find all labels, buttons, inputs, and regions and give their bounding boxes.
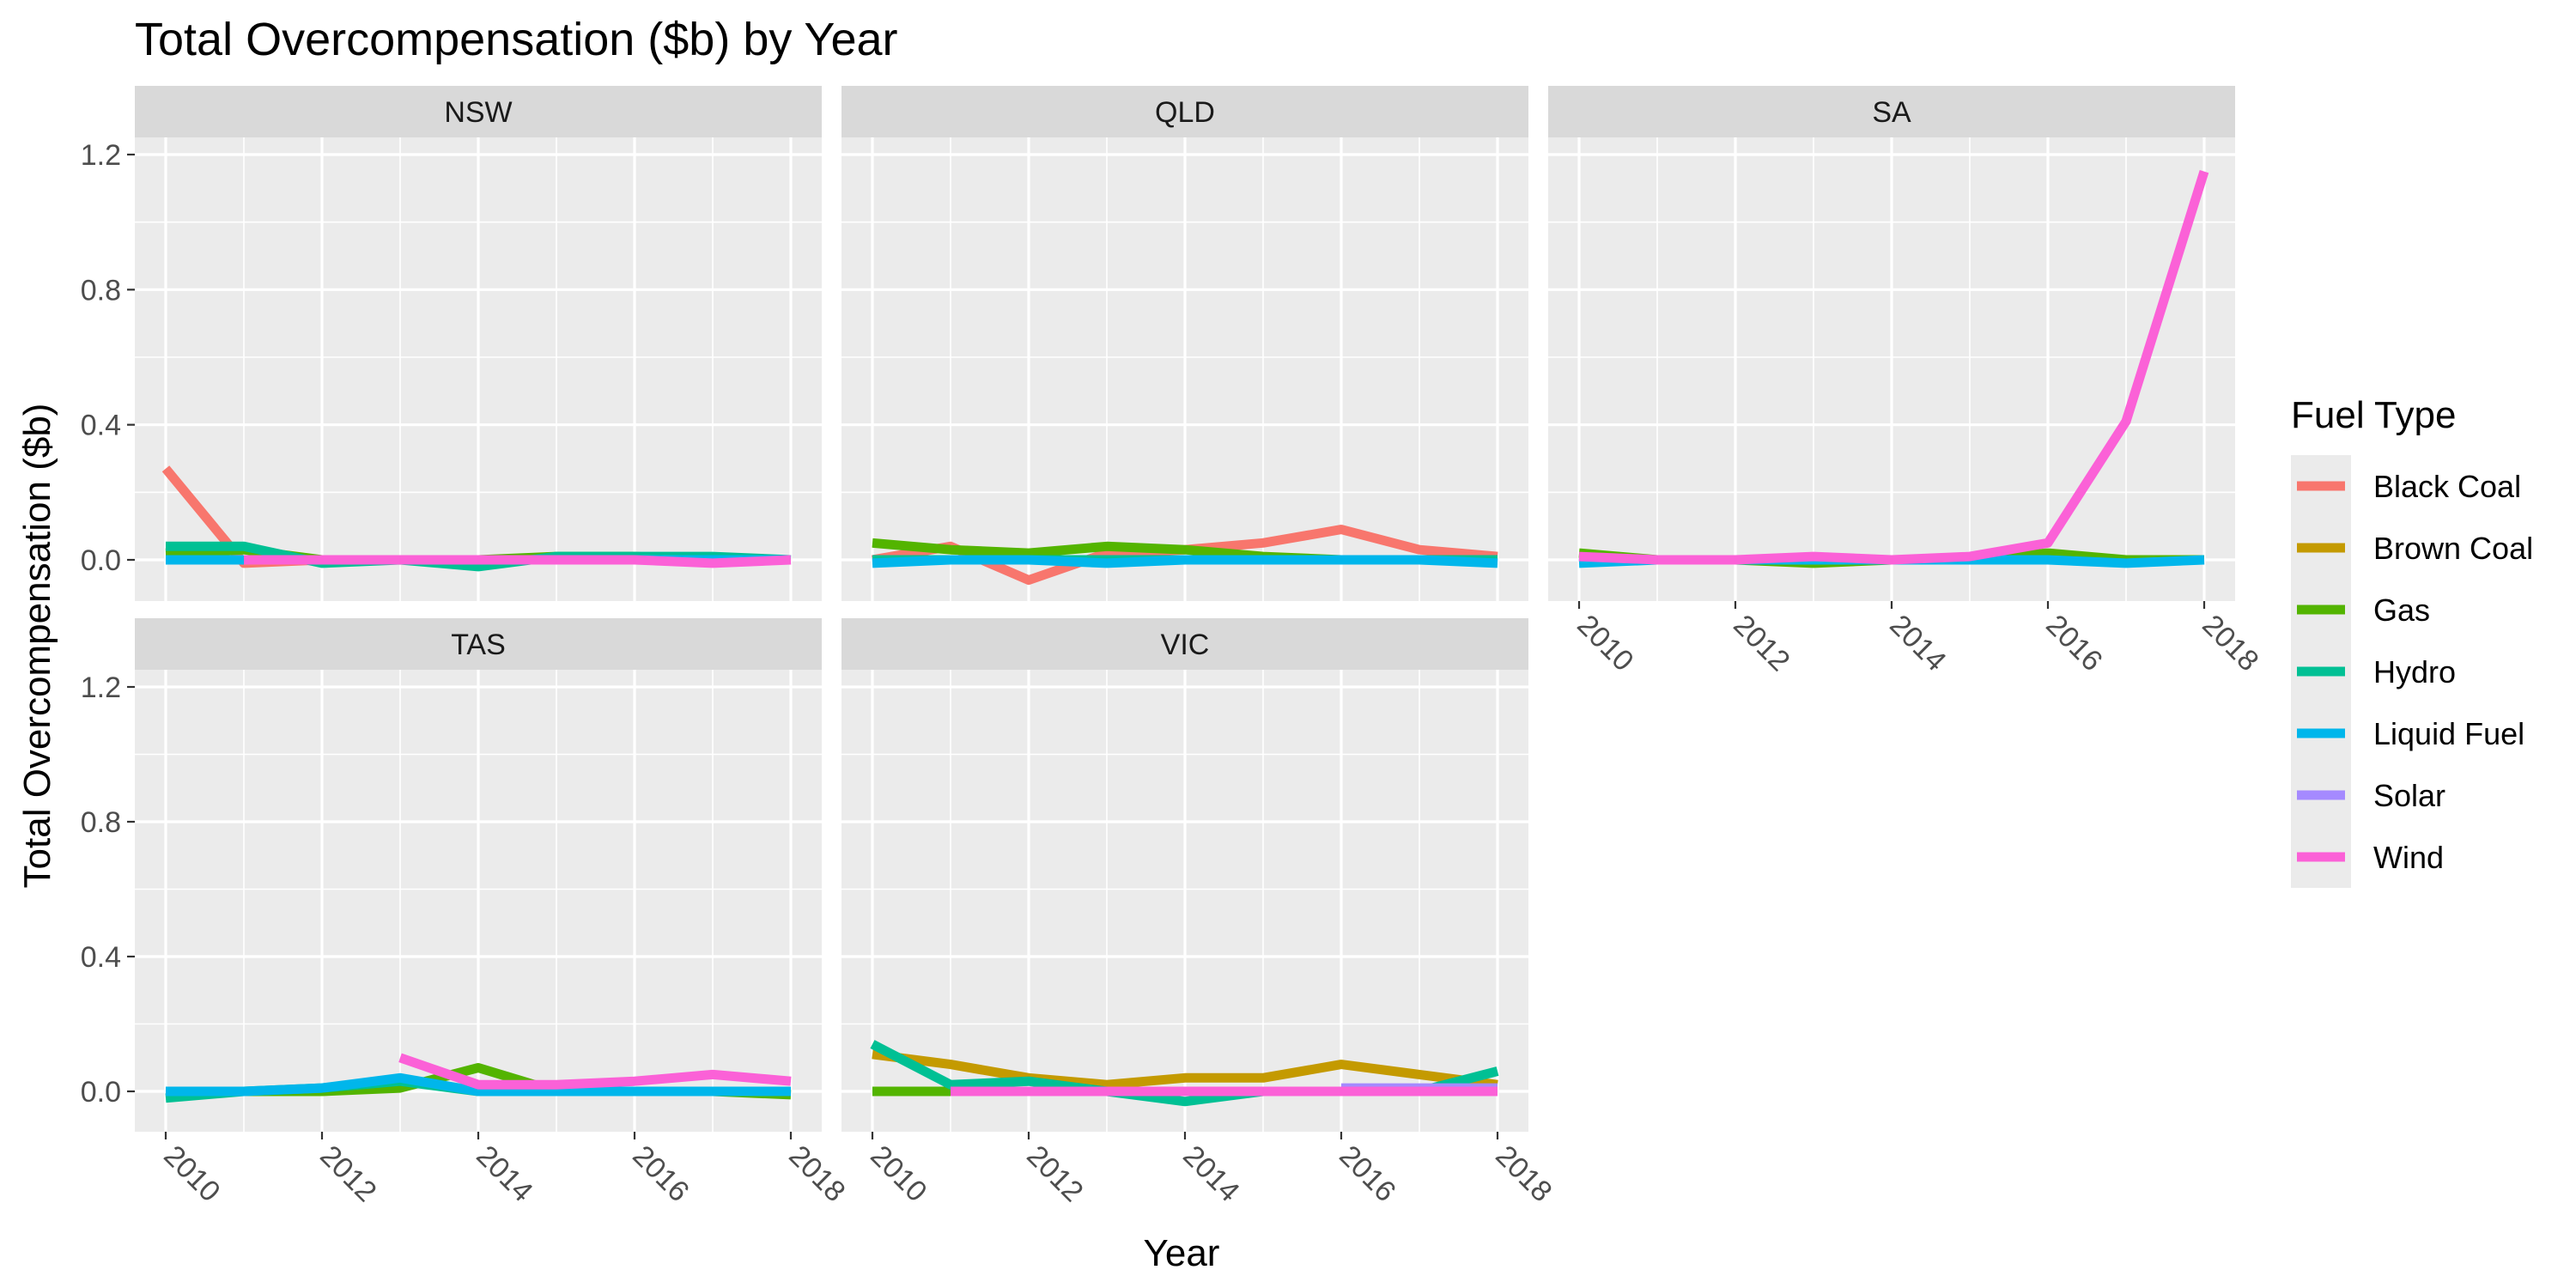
y-axis-title: Total Overcompensation ($b) <box>16 404 58 889</box>
x-tick-label: 2014 <box>1176 1139 1245 1208</box>
series-line-liquid-fuel <box>872 555 1498 568</box>
chart-title: Total Overcompensation ($b) by Year <box>135 14 898 65</box>
x-tick-label: 2014 <box>470 1139 538 1208</box>
series-line-liquid-fuel <box>166 1072 791 1097</box>
x-tick-label: 2018 <box>2196 609 2264 677</box>
x-tick-label: 2010 <box>864 1139 933 1208</box>
legend-title: Fuel Type <box>2291 394 2456 436</box>
facet-label-sa: SA <box>1872 96 1911 129</box>
legend-label-liquid-fuel: Liquid Fuel <box>2373 716 2524 751</box>
legend-item-liquid-fuel: Liquid Fuel <box>2291 702 2524 764</box>
legend-label-wind: Wind <box>2373 840 2444 875</box>
legend-label-black-coal: Black Coal <box>2373 469 2521 504</box>
x-tick-label: 2010 <box>157 1139 226 1208</box>
x-tick-label: 2018 <box>782 1139 851 1208</box>
x-tick-label: 2016 <box>626 1139 695 1208</box>
legend-entries: Black Coal Brown Coal Gas Hydro Liquid Fuel S… <box>2291 455 2533 888</box>
x-tick-label: 2016 <box>1333 1139 1401 1208</box>
series-line-wind <box>398 1053 792 1090</box>
facet-strip-nsw <box>135 86 822 137</box>
x-tick-label: 2012 <box>1727 609 1795 677</box>
y-tick-label: 0.8 <box>81 274 121 307</box>
facet-nsw: NSW 0.0 0.4 0.8 1.2 <box>81 86 822 601</box>
y-tick-label: 0.0 <box>81 1076 121 1109</box>
x-tick-label: 2012 <box>1020 1139 1089 1208</box>
facet-strip-sa <box>1548 86 2235 137</box>
facet-panels: NSW 0.0 0.4 0.8 1.2 QLD SA 2010 2012 2014 2016 2018… <box>81 86 2265 1208</box>
facet-vic: VIC 2010 2012 2014 2016 2018 <box>841 618 1558 1208</box>
facet-strip-qld <box>841 86 1528 137</box>
series-line-wind <box>244 555 792 568</box>
legend-label-hydro: Hydro <box>2373 654 2456 690</box>
legend-item-hydro: Hydro <box>2291 641 2456 702</box>
legend-item-solar: Solar <box>2291 764 2445 826</box>
facet-label-qld: QLD <box>1155 96 1215 129</box>
legend-label-gas: Gas <box>2373 592 2430 628</box>
x-tick-label: 2010 <box>1571 609 1639 677</box>
legend-label-brown-coal: Brown Coal <box>2373 531 2533 566</box>
y-tick-label: 0.8 <box>81 806 121 839</box>
facet-label-vic: VIC <box>1161 629 1210 661</box>
legend-label-solar: Solar <box>2373 778 2445 813</box>
legend: Fuel Type Black Coal Brown Coal Gas Hydro Li… <box>2291 394 2533 888</box>
legend-item-gas: Gas <box>2291 579 2430 641</box>
y-tick-label: 1.2 <box>81 139 121 172</box>
x-tick-label: 2016 <box>2039 609 2108 677</box>
facet-qld: QLD <box>841 86 1528 601</box>
x-tick-label: 2012 <box>313 1139 382 1208</box>
facet-tas: TAS 0.0 0.4 0.8 1.2 2010 2012 2014 2016 2018 <box>81 618 852 1208</box>
series-line-wind <box>1578 170 2209 565</box>
y-tick-label: 0.0 <box>81 544 121 577</box>
series-line-brown-coal <box>872 1049 1498 1090</box>
facet-label-tas: TAS <box>451 629 506 661</box>
y-tick-label: 0.4 <box>81 410 121 442</box>
facet-strip-vic <box>841 618 1528 670</box>
y-tick-label: 1.2 <box>81 671 121 704</box>
facet-label-nsw: NSW <box>444 96 512 129</box>
legend-item-black-coal: Black Coal <box>2291 455 2521 517</box>
legend-item-wind: Wind <box>2291 826 2444 888</box>
facet-sa: SA 2010 2012 2014 2016 2018 <box>1548 86 2265 677</box>
y-tick-label: 0.4 <box>81 941 121 974</box>
x-tick-label: 2014 <box>1883 609 1952 677</box>
facet-strip-tas <box>135 618 822 670</box>
legend-item-brown-coal: Brown Coal <box>2291 517 2533 579</box>
x-axis-title: Year <box>1144 1232 1220 1274</box>
x-tick-label: 2018 <box>1489 1139 1558 1208</box>
